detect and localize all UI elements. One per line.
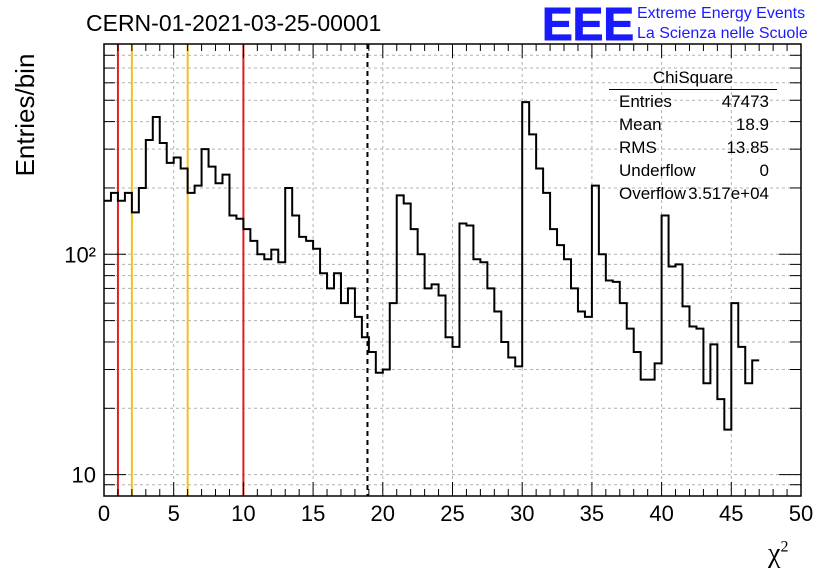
- y-tick-label: 10²: [64, 242, 96, 267]
- x-tick-label: 15: [301, 501, 325, 526]
- stats-key: Underflow: [619, 161, 696, 180]
- eee-logo-text: EEE: [542, 2, 634, 46]
- histogram-series: [104, 101, 760, 431]
- x-tick-label: 45: [719, 501, 743, 526]
- x-axis-label: χ2: [768, 538, 789, 569]
- x-tick-label: 50: [789, 501, 813, 526]
- stats-value: 47473: [721, 92, 769, 111]
- x-tick-label: 35: [580, 501, 604, 526]
- stats-box: ChiSquare Entries 47473 Mean 18.9 RMS 13…: [609, 68, 777, 205]
- stats-key: RMS: [619, 138, 657, 157]
- axes: 0 5 10 15 20 25 30 35 40 45 50 10 10²: [64, 43, 813, 526]
- chart-title: CERN-01-2021-03-25-00001: [86, 10, 382, 36]
- x-tick-label: 20: [371, 501, 395, 526]
- stats-value: 3.517e+04: [688, 184, 769, 203]
- stats-key: Mean: [619, 115, 662, 134]
- stats-row: Mean 18.9: [609, 113, 777, 136]
- histogram-line: [104, 101, 760, 431]
- x-tick-label: 30: [510, 501, 534, 526]
- eee-logo: EEE: [542, 2, 635, 46]
- stats-row: Entries 47473: [609, 90, 777, 113]
- x-tick-label: 25: [440, 501, 464, 526]
- x-tick-label: 10: [231, 501, 255, 526]
- x-tick-label: 0: [98, 501, 110, 526]
- stats-row: Overflow 3.517e+04: [609, 182, 777, 205]
- stats-value: 18.9: [735, 115, 769, 134]
- logo-line-1: Extreme Energy Events: [637, 5, 806, 22]
- stats-value: 13.85: [726, 138, 769, 157]
- y-axis-label: Entries/bin: [10, 53, 40, 177]
- stats-key: Overflow: [619, 184, 687, 203]
- stats-row: RMS 13.85: [609, 136, 777, 159]
- x-tick-label: 40: [649, 501, 673, 526]
- logo-line-2: La Scienza nelle Scuole: [637, 25, 808, 42]
- stats-title: ChiSquare: [609, 68, 777, 90]
- x-tick-label: 5: [168, 501, 180, 526]
- y-tick-label: 10: [72, 463, 96, 488]
- stats-value: 0: [759, 161, 769, 180]
- stats-key: Entries: [619, 92, 672, 111]
- reference-lines: [116, 44, 369, 496]
- stats-row: Underflow 0: [609, 159, 777, 182]
